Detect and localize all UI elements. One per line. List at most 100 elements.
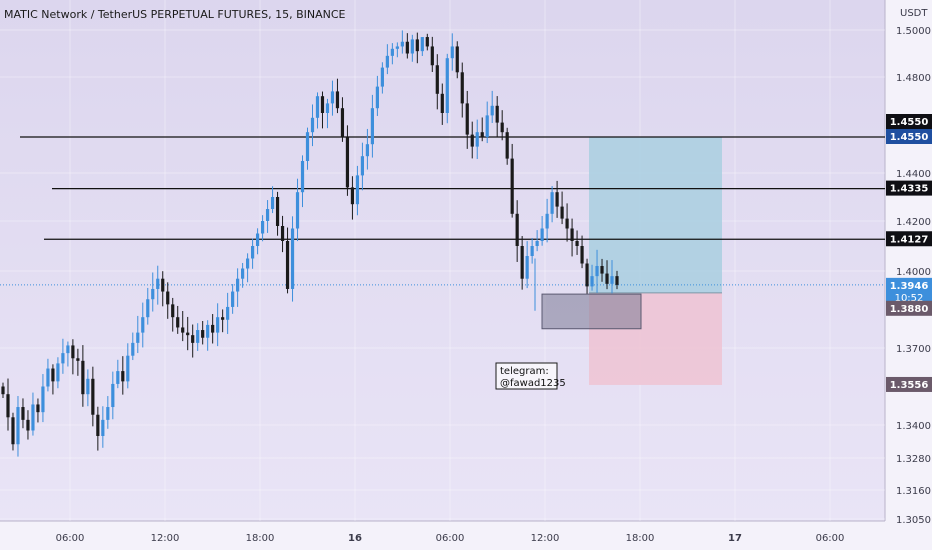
candle-body-80 <box>400 41 404 47</box>
candle-body-63 <box>315 96 320 118</box>
candle-body-14 <box>71 345 75 359</box>
candle-body-52 <box>260 221 265 234</box>
candle-26 <box>131 332 135 361</box>
candle-body-110 <box>550 192 554 214</box>
candle-body-53 <box>265 209 270 221</box>
candle-body-81 <box>405 41 409 54</box>
candle-117 <box>585 258 589 295</box>
price-tick-0: 1.5000 <box>896 26 931 37</box>
candle-10 <box>51 364 55 395</box>
candle-body-72 <box>360 156 365 176</box>
candle-74 <box>370 94 374 158</box>
telegram-annotation[interactable]: telegram: @fawad1235 <box>495 362 566 390</box>
candle-34 <box>171 297 175 332</box>
price-tick-5: 1.3700 <box>896 344 931 355</box>
candle-28 <box>141 302 145 348</box>
price-axis-panel <box>885 0 932 550</box>
candle-55 <box>275 191 280 236</box>
time-tick-0: 06:00 <box>56 533 85 544</box>
time-tick-6: 18:00 <box>626 533 655 544</box>
candle-body-90 <box>450 46 454 59</box>
candle-14 <box>71 339 75 375</box>
candle-body-57 <box>285 241 290 289</box>
time-tick-7: 17 <box>728 533 742 544</box>
badge-current-text-1: 10:52 <box>895 293 924 304</box>
candle-body-117 <box>585 263 589 287</box>
candle-89 <box>445 53 449 124</box>
candle-114 <box>570 218 574 257</box>
candle-body-41 <box>206 324 210 338</box>
price-tick-9: 1.3050 <box>896 515 931 526</box>
candle-112 <box>560 191 564 225</box>
badge-current-bg <box>886 277 932 305</box>
candle-body-95 <box>475 132 479 147</box>
candle-85 <box>425 33 429 51</box>
candle-body-88 <box>440 93 444 113</box>
candle-body-76 <box>380 67 384 87</box>
candle-body-43 <box>216 317 220 333</box>
candle-body-44 <box>221 317 225 320</box>
candle-body-20 <box>101 419 105 436</box>
candle-82 <box>410 34 414 62</box>
candle-94 <box>470 121 474 159</box>
candle-body-32 <box>161 278 165 292</box>
candle-body-12 <box>61 353 65 364</box>
candle-113 <box>565 203 569 242</box>
time-tick-5: 12:00 <box>531 533 560 544</box>
candle-3 <box>16 396 20 457</box>
badge-top-level-text-0: 1.4550 <box>890 117 929 128</box>
candle-body-29 <box>146 299 150 318</box>
candle-4 <box>21 398 25 429</box>
candle-body-71 <box>355 175 360 205</box>
badge-current-text-0: 1.3946 <box>890 281 929 292</box>
candle-8 <box>41 374 45 423</box>
time-axis[interactable]: 06:00 12:00 18:00 16 06:00 12:00 18:00 17 06:00 <box>56 533 845 544</box>
candle-body-100 <box>500 122 504 133</box>
candle-body-65 <box>325 103 330 113</box>
candle-body-37 <box>186 332 190 336</box>
candle-110 <box>550 186 554 223</box>
candle-body-115 <box>575 241 579 246</box>
candle-body-99 <box>495 105 499 123</box>
candle-body-93 <box>465 103 469 135</box>
currency-label: USDT <box>900 8 928 19</box>
price-tick-4: 1.4000 <box>896 267 931 278</box>
candle-body-61 <box>305 132 310 161</box>
candle-48 <box>241 262 245 288</box>
candle-2 <box>11 412 15 451</box>
candle-body-96 <box>480 132 484 137</box>
candle-29 <box>146 287 150 325</box>
candle-13 <box>66 341 70 367</box>
candle-body-116 <box>580 246 584 264</box>
candles <box>1 30 619 457</box>
candle-91 <box>455 41 459 79</box>
time-axis-panel <box>0 521 885 550</box>
price-axis[interactable]: USDT 1.5000 1.4800 1.4400 1.4200 1.4000 1.370… <box>896 8 931 526</box>
candle-body-0 <box>1 386 5 395</box>
candle-body-91 <box>455 46 459 73</box>
candle-body-8 <box>41 386 45 413</box>
candle-body-82 <box>410 39 414 54</box>
candle-58 <box>290 216 295 302</box>
plot-background <box>0 0 885 521</box>
candle-51 <box>255 228 260 255</box>
candle-body-70 <box>350 187 355 205</box>
candle-120 <box>600 258 604 282</box>
candle-body-31 <box>156 278 160 289</box>
candle-116 <box>580 235 584 269</box>
candle-11 <box>56 357 60 389</box>
chart-title: MATIC Network / TetherUS PERPETUAL FUTUR… <box>4 8 346 21</box>
candle-118 <box>590 264 594 291</box>
candle-12 <box>61 338 65 374</box>
candle-body-6 <box>31 404 35 431</box>
candle-body-10 <box>51 368 55 382</box>
candle-body-64 <box>320 96 325 113</box>
candle-body-102 <box>510 158 514 214</box>
badge-level-3-text-0: 1.4127 <box>890 234 929 245</box>
candle-56 <box>280 215 285 253</box>
candle-body-56 <box>280 226 285 241</box>
candle-40 <box>201 321 205 345</box>
candle-body-66 <box>330 91 335 104</box>
candle-92 <box>460 62 464 118</box>
